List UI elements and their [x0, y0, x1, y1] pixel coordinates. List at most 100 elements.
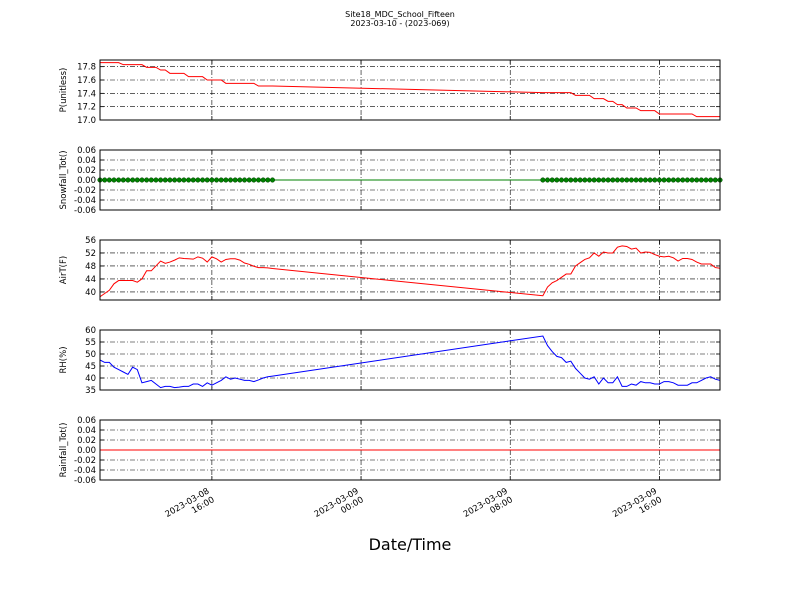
y-axis-label: Rainfall_Tot(): [59, 423, 69, 478]
data-point: [158, 177, 164, 183]
data-point: [670, 177, 676, 183]
data-point: [116, 177, 122, 183]
x-axis-label: Date/Time: [369, 535, 452, 554]
data-point: [586, 177, 593, 183]
data-point: [106, 177, 112, 183]
y-tick-label: -0.04: [74, 466, 96, 476]
y-tick-label: -0.04: [74, 196, 96, 206]
y-tick-label: 50: [85, 350, 96, 360]
data-point: [111, 177, 117, 183]
data-point: [209, 177, 215, 183]
data-point: [176, 177, 182, 183]
y-tick-label: 55: [85, 338, 96, 348]
y-tick-label: 0.04: [77, 426, 96, 436]
data-point: [213, 177, 220, 183]
data-point: [694, 177, 700, 183]
y-tick-label: 48: [85, 262, 96, 272]
plot-frame: [99, 329, 721, 391]
data-point: [195, 177, 201, 183]
y-tick-label: 0.02: [77, 166, 96, 176]
plot-frame: [99, 149, 721, 211]
data-point: [563, 177, 569, 183]
y-tick-label: 52: [85, 249, 96, 259]
data-point: [708, 177, 714, 183]
data-point: [153, 177, 159, 183]
y-tick-label: 40: [85, 288, 96, 298]
data-point: [619, 177, 625, 183]
data-point: [675, 177, 681, 183]
data-line: [99, 335, 721, 389]
data-point: [227, 177, 234, 183]
data-point: [666, 177, 672, 183]
data-point: [181, 177, 187, 183]
data-point: [204, 177, 210, 183]
data-point: [200, 177, 206, 183]
chart-subtitle: 2023-03-10 - (2023-069): [350, 19, 449, 28]
data-point: [712, 177, 718, 183]
data-point: [130, 177, 136, 183]
data-point: [582, 177, 588, 183]
data-point: [605, 177, 611, 183]
data-point: [134, 177, 140, 183]
data-point: [120, 177, 126, 183]
y-tick-label: 17.8: [77, 63, 96, 73]
data-point: [628, 177, 634, 183]
y-tick-label: 56: [85, 236, 96, 246]
data-line: [100, 62, 720, 118]
data-point: [139, 177, 145, 183]
data-point: [684, 177, 690, 183]
y-tick-label: -0.02: [74, 186, 96, 196]
data-point: [596, 177, 602, 183]
y-axis-label: Snowfall_Tot(): [59, 150, 69, 209]
y-tick-label: 0.06: [77, 416, 96, 426]
y-axis-label: P(unitless): [59, 68, 69, 113]
data-point: [614, 177, 620, 183]
y-tick-label: 35: [85, 386, 96, 396]
data-point: [572, 177, 579, 183]
data-point: [568, 177, 574, 183]
data-point: [656, 177, 662, 183]
data-point: [558, 177, 565, 183]
data-point: [167, 177, 173, 183]
data-point: [265, 177, 271, 183]
data-point: [540, 177, 546, 183]
data-point: [260, 177, 266, 183]
data-point: [218, 177, 224, 183]
data-point: [223, 177, 229, 183]
data-point: [237, 177, 243, 183]
y-axis-label: RH(%): [59, 346, 69, 373]
y-tick-label: 0.00: [77, 446, 96, 456]
y-tick-label: 45: [85, 362, 96, 372]
chart-title: Site18_MDC_School_Fifteen: [345, 10, 455, 19]
y-tick-label: 60: [85, 326, 96, 336]
data-point: [642, 177, 648, 183]
data-point: [162, 177, 168, 183]
data-point: [251, 177, 257, 183]
plot-frame: [99, 59, 721, 121]
y-tick-label: -0.06: [74, 476, 96, 486]
data-point: [600, 177, 607, 183]
data-point: [172, 177, 178, 183]
data-point: [591, 177, 597, 183]
data-point: [241, 177, 248, 183]
data-point: [148, 177, 154, 183]
data-point: [554, 177, 560, 183]
y-tick-label: -0.02: [74, 456, 96, 466]
data-point: [186, 177, 192, 183]
data-point: [680, 177, 686, 183]
y-tick-label: 0.02: [77, 436, 96, 446]
data-point: [544, 177, 551, 183]
data-point: [633, 177, 639, 183]
y-tick-label: 17.4: [77, 89, 96, 99]
data-point: [652, 177, 658, 183]
data-point: [232, 177, 238, 183]
data-point: [647, 177, 653, 183]
data-point: [269, 177, 276, 183]
y-tick-label: 40: [85, 374, 96, 384]
y-tick-label: -0.06: [74, 206, 96, 216]
plot-frame: [99, 419, 721, 481]
plot-frame: [99, 239, 721, 301]
data-point: [549, 177, 555, 183]
data-point: [125, 177, 131, 183]
